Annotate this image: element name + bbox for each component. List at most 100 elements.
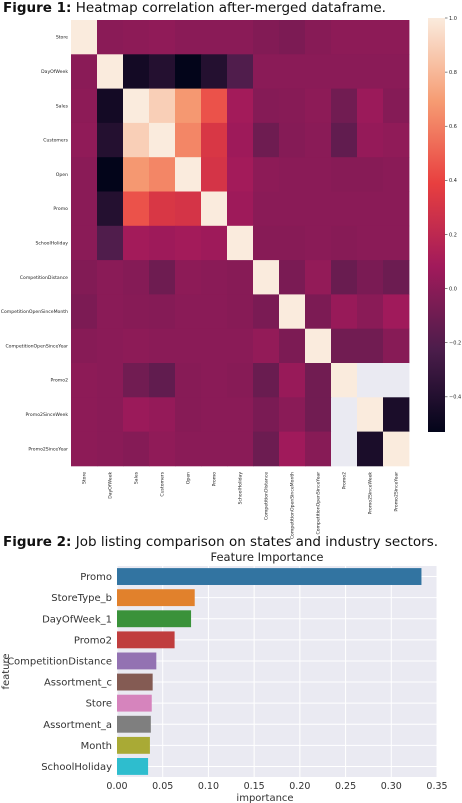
heatmap-cell <box>97 397 124 432</box>
x-tick-label: 0.35 <box>426 781 447 792</box>
y-tick-label: Promo <box>80 572 112 583</box>
heatmap-cell <box>149 54 176 89</box>
colorbar-tick-label: 0.4 <box>449 178 457 184</box>
heatmap-cell <box>279 260 306 295</box>
heatmap-cell <box>357 431 384 467</box>
heatmap-cell <box>149 294 176 330</box>
heatmap-cell <box>357 20 384 55</box>
x-tick-label: 0.20 <box>289 781 310 792</box>
heatmap-cell <box>123 225 150 261</box>
heatmap-cell <box>201 88 228 124</box>
heatmap-cell <box>383 191 410 227</box>
heatmap-cell <box>253 54 280 89</box>
heatmap-cell <box>227 363 254 398</box>
colorbar-tick-label: 0.0 <box>449 286 457 292</box>
figure1-caption-label: Figure 1: <box>3 0 72 16</box>
bar <box>117 568 422 585</box>
heatmap-cell <box>201 191 228 227</box>
heatmap-cell <box>357 54 384 89</box>
heatmap-cell <box>279 397 306 432</box>
heatmap-cell <box>253 431 280 467</box>
heatmap-cell <box>253 20 280 55</box>
bar <box>117 736 150 754</box>
x-tick-label: 0.30 <box>381 781 402 792</box>
heatmap-cell <box>123 363 150 398</box>
heatmap-cell <box>71 191 98 227</box>
heatmap-cell <box>227 157 254 192</box>
heatmap-cell <box>175 157 202 192</box>
heatmap-cell <box>149 431 176 467</box>
heatmap-cell <box>227 20 254 55</box>
heatmap-cell <box>71 294 98 330</box>
heatmap-cell <box>383 20 410 55</box>
heatmap-cell <box>149 122 176 158</box>
heatmap-cell <box>123 431 150 467</box>
heatmap-cell <box>149 20 176 55</box>
heatmap-cell <box>383 88 410 124</box>
heatmap-cell <box>305 328 332 364</box>
heatmap-cell <box>97 191 124 227</box>
heatmap-cell <box>357 397 384 432</box>
heatmap-cell <box>383 54 410 89</box>
heatmap-cell <box>279 20 306 55</box>
heatmap-cell <box>279 431 306 467</box>
heatmap-row-label: Promo2SinceWeek <box>25 412 68 418</box>
heatmap-cell <box>97 363 124 398</box>
heatmap-cell <box>253 191 280 227</box>
heatmap-col-label: DayOfWeek <box>108 472 114 499</box>
heatmap-cell <box>97 54 124 89</box>
heatmap-col-label: Customers <box>160 471 166 496</box>
heatmap-cell <box>331 294 358 330</box>
heatmap-cell <box>71 328 98 364</box>
heatmap-cell <box>357 363 384 398</box>
y-tick-label: Assortment_a <box>43 720 112 731</box>
heatmap-cell <box>97 260 124 295</box>
figure2-caption: Figure 2: Job listing comparison on stat… <box>3 534 438 550</box>
heatmap-cell <box>71 225 98 261</box>
heatmap-cell <box>175 88 202 124</box>
heatmap-cell <box>201 260 228 295</box>
heatmap-cell <box>305 157 332 192</box>
heatmap-cell <box>201 122 228 158</box>
heatmap-cell <box>331 363 358 398</box>
heatmap-cell <box>305 260 332 295</box>
bar <box>117 652 157 670</box>
heatmap-cell <box>175 294 202 330</box>
y-tick-label: StoreType_b <box>51 593 112 604</box>
heatmap-cell <box>201 157 228 192</box>
chart-title: Feature Importance <box>210 550 323 564</box>
bar <box>117 589 195 607</box>
heatmap-cell <box>149 397 176 432</box>
heatmap-cell <box>123 122 150 158</box>
heatmap-row-label: Promo <box>53 206 68 212</box>
heatmap-cell <box>331 397 358 432</box>
heatmap-cell <box>97 294 124 330</box>
y-tick-label: CompetitionDistance <box>7 656 112 667</box>
heatmap-col-label: CompetitionOpenSinceMonth <box>290 472 296 539</box>
heatmap-cell <box>149 225 176 261</box>
heatmap-cell <box>331 20 358 55</box>
colorbar-tick-label: 1.0 <box>449 16 457 22</box>
heatmap-col-label: Promo2SinceWeek <box>368 472 374 515</box>
heatmap-cell <box>357 191 384 227</box>
bar <box>117 610 192 628</box>
heatmap-cell <box>305 122 332 158</box>
heatmap-cell <box>279 328 306 364</box>
colorbar-tick-label: 0.8 <box>449 70 457 76</box>
heatmap-cell <box>357 225 384 261</box>
heatmap-cell <box>279 225 306 261</box>
heatmap-cell <box>331 88 358 124</box>
heatmap-cell <box>227 191 254 227</box>
y-tick-label: Promo2 <box>74 635 112 646</box>
heatmap-cell <box>227 328 254 364</box>
colorbar-tick-label: 0.2 <box>449 232 457 238</box>
heatmap-cell <box>305 363 332 398</box>
heatmap-cell <box>331 225 358 261</box>
bar <box>117 673 153 691</box>
heatmap-cell <box>97 157 124 192</box>
heatmap-cell <box>201 363 228 398</box>
heatmap-cell <box>149 191 176 227</box>
heatmap-cell <box>331 122 358 158</box>
x-tick-label: 0.25 <box>335 781 356 792</box>
